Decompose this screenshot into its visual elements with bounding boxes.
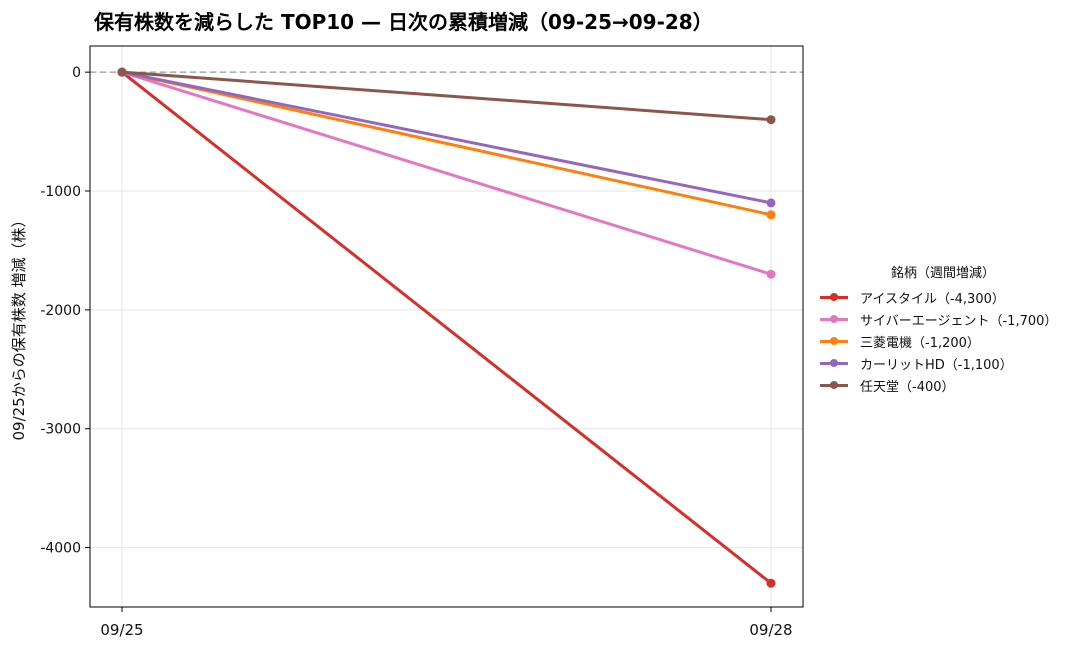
plot-frame xyxy=(89,45,804,608)
series-point xyxy=(766,198,776,208)
series-point xyxy=(766,210,776,220)
x-tick-label: 09/28 xyxy=(749,621,792,639)
legend-label: サイバーエージェント（-1,700） xyxy=(860,313,1058,329)
series-point xyxy=(766,578,776,588)
y-tick-label: -3000 xyxy=(40,422,81,438)
legend-swatch xyxy=(818,334,850,348)
legend-swatch xyxy=(818,356,850,370)
series-line xyxy=(121,70,772,585)
series-2 xyxy=(117,67,776,279)
x-tick-label: 09/25 xyxy=(100,621,143,639)
series-line xyxy=(121,70,772,276)
legend-swatch-marker xyxy=(830,315,838,323)
series-4 xyxy=(117,67,776,208)
legend-label: アイスタイル（-4,300） xyxy=(860,291,1005,307)
legend: 銘柄（週間増減） アイスタイル（-4,300） サイバーエージェント（-1,700… xyxy=(818,262,1080,396)
y-tick-label: -1000 xyxy=(40,184,81,200)
legend-swatch-marker xyxy=(830,381,838,389)
series-line xyxy=(121,70,772,205)
y-axis: 0 -1000 -2000 -3000 -4000 xyxy=(40,65,90,557)
series-point xyxy=(766,115,776,125)
series-layer xyxy=(117,67,776,588)
legend-item: アイスタイル（-4,300） xyxy=(818,286,1080,308)
series-line xyxy=(121,70,772,122)
y-axis-label: 09/25からの保有株数 増減（株） xyxy=(10,213,28,441)
legend-label: 任天堂（-400） xyxy=(860,379,955,395)
series-1 xyxy=(117,67,776,588)
legend-swatch-marker xyxy=(830,337,838,345)
x-axis: 09/25 09/28 xyxy=(100,607,793,639)
legend-swatch-marker xyxy=(830,359,838,367)
legend-items: アイスタイル（-4,300） サイバーエージェント（-1,700） 三菱電機（-1,… xyxy=(818,286,1080,396)
y-tick-label: -4000 xyxy=(40,541,81,557)
series-5 xyxy=(117,67,776,125)
y-tick-label: -2000 xyxy=(40,303,81,319)
chart-title: 保有株数を減らした TOP10 — 日次の累積増減（09-25→09-28） xyxy=(94,10,713,34)
series-point xyxy=(766,269,776,279)
legend-title: 銘柄（週間増減） xyxy=(890,266,995,281)
y-tick-label: 0 xyxy=(72,65,81,81)
legend-swatch xyxy=(818,312,850,326)
legend-item: サイバーエージェント（-1,700） xyxy=(818,308,1080,330)
legend-label: 三菱電機（-1,200） xyxy=(860,335,980,351)
legend-swatch xyxy=(818,378,850,392)
legend-label: カーリットHD（-1,100） xyxy=(860,357,1013,373)
legend-swatch-marker xyxy=(830,293,838,301)
grid-layer xyxy=(90,46,803,607)
legend-item: カーリットHD（-1,100） xyxy=(818,352,1080,374)
legend-swatch xyxy=(818,290,850,304)
legend-item: 三菱電機（-1,200） xyxy=(818,330,1080,352)
series-point xyxy=(117,67,127,77)
legend-item: 任天堂（-400） xyxy=(818,374,1080,396)
series-line xyxy=(121,70,772,217)
